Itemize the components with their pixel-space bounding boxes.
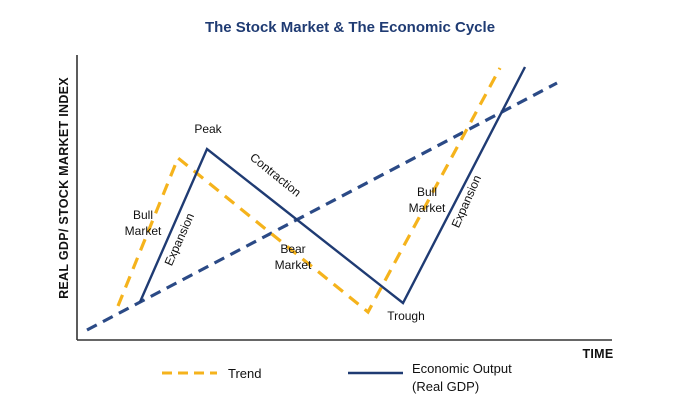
long-term-trend-line [86,81,558,332]
bear-market-label-line1: Bear [280,242,305,256]
bull-market-2-label-line2: Market [409,201,446,215]
stock-market-trend-line [116,67,502,315]
bear-market-label-line2: Market [275,258,312,272]
legend-output-label-line1: Economic Output [412,361,512,376]
trough-label: Trough [387,309,425,323]
x-axis-label: TIME [582,347,613,361]
economic-output-line [138,66,527,305]
bull-market-1-label-line1: Bull [133,208,153,222]
legend: Trend Economic Output (Real GDP) [162,361,512,394]
bull-market-1-label-line2: Market [125,224,162,238]
y-axis-label: REAL GDP/ STOCK MARKET INDEX [57,77,71,299]
bull-market-2-label-line1: Bull [417,185,437,199]
diagram-title: The Stock Market & The Economic Cycle [205,19,495,36]
contraction-label: Contraction [247,150,304,200]
peak-label: Peak [194,122,222,136]
legend-output-label-line2: (Real GDP) [412,379,479,394]
legend-trend-label: Trend [228,366,261,381]
